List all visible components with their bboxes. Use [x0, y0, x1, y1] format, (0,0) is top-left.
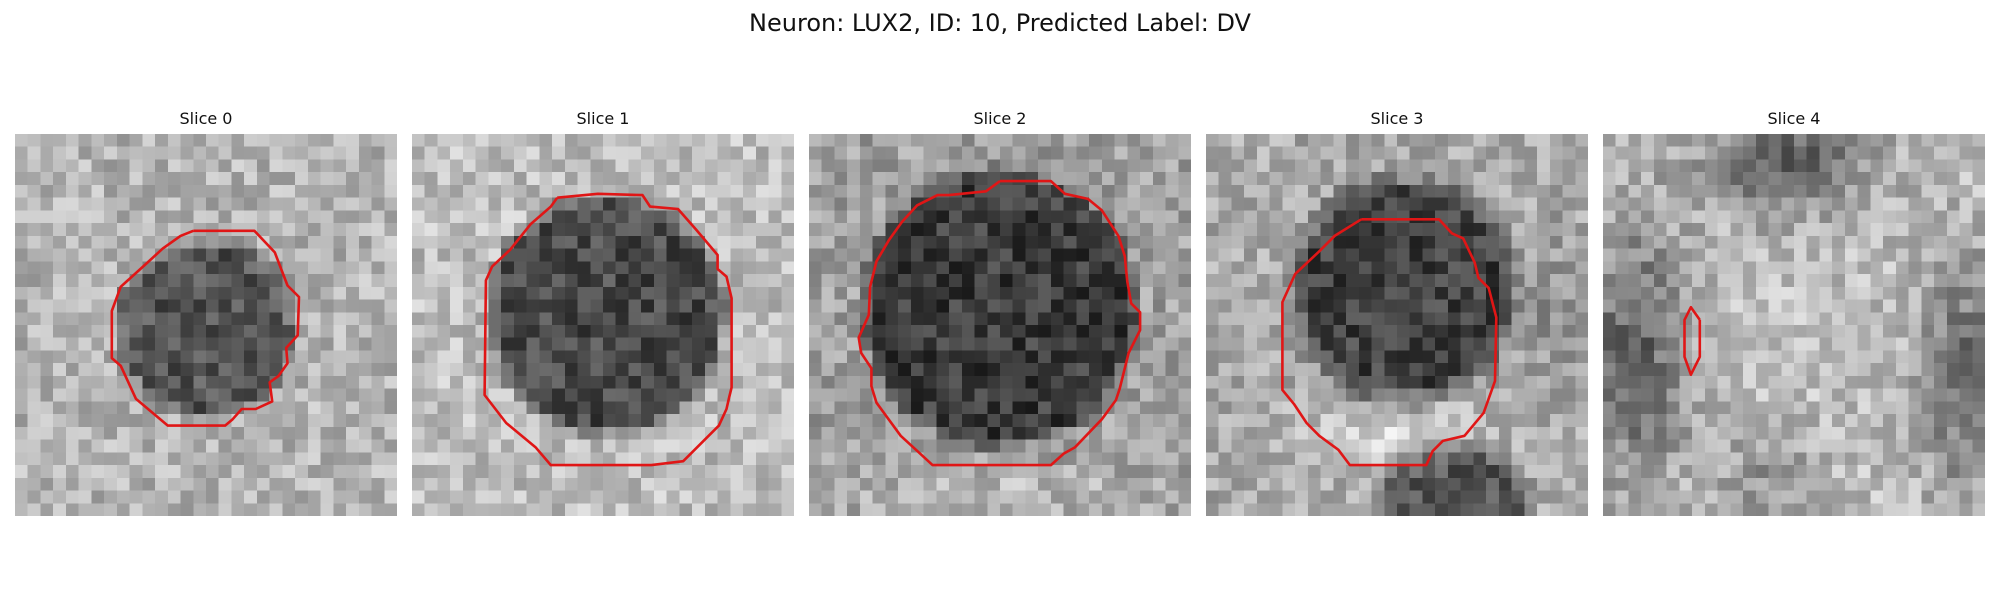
pixel-grid [15, 134, 397, 516]
slice-panel-1: Slice 1 [412, 108, 794, 518]
slice-image-1 [412, 134, 794, 516]
slice-panel-0: Slice 0 [15, 108, 397, 518]
slice-image-0 [15, 134, 397, 516]
slice-image-4 [1603, 134, 1985, 516]
pixel-grid [1603, 134, 1985, 516]
slice-panel-3: Slice 3 [1206, 108, 1588, 518]
slice-panel-2: Slice 2 [809, 108, 1191, 518]
slice-title: Slice 3 [1206, 108, 1588, 130]
slice-title: Slice 1 [412, 108, 794, 130]
slice-title: Slice 0 [15, 108, 397, 130]
slice-title: Slice 4 [1603, 108, 1985, 130]
pixel-grid [809, 134, 1191, 516]
figure-title: Neuron: LUX2, ID: 10, Predicted Label: D… [0, 8, 2000, 38]
slice-panel-4: Slice 4 [1603, 108, 1985, 518]
slice-title: Slice 2 [809, 108, 1191, 130]
slice-image-3 [1206, 134, 1588, 516]
pixel-grid [1206, 134, 1588, 516]
slice-image-2 [809, 134, 1191, 516]
pixel-grid [412, 134, 794, 516]
